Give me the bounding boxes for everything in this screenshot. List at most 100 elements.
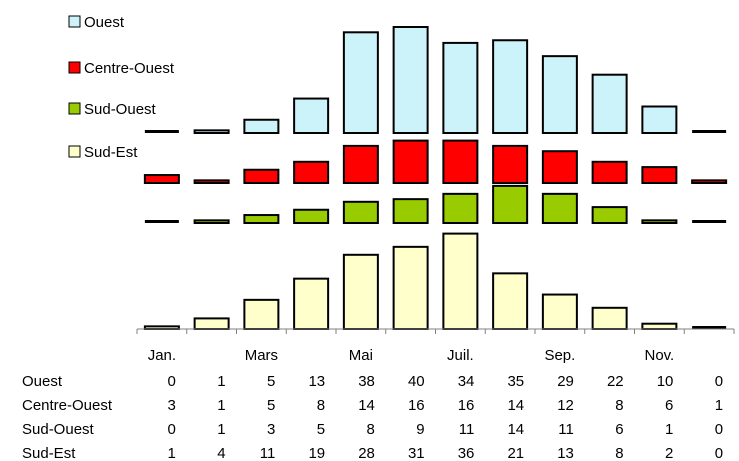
table-cell: 11	[459, 421, 475, 438]
bar-sud-ouest-12	[692, 220, 727, 223]
legend-swatch-centre-ouest	[68, 61, 81, 74]
table-cell: 0	[715, 421, 723, 438]
table-cell: 35	[507, 373, 524, 390]
bar-centre-ouest-11	[641, 166, 678, 185]
table-cell: 40	[408, 373, 425, 390]
table-cell: 6	[665, 397, 673, 414]
bar-ouest-1	[144, 130, 179, 133]
table-cell: 9	[416, 421, 424, 438]
table-cell: 31	[408, 445, 425, 461]
table-cell: 36	[458, 445, 475, 461]
table-cell: 14	[507, 397, 524, 414]
table-cell: 29	[557, 373, 574, 390]
table-cell: 34	[458, 373, 475, 390]
bar-sud-est-5	[342, 253, 379, 330]
table-row-label-sud-est: Sud-Est	[22, 445, 76, 461]
bar-centre-ouest-2	[193, 179, 230, 185]
bar-sud-est-8	[492, 272, 529, 331]
bar-ouest-9	[541, 55, 578, 134]
x-tick-labels: Jan. Mars Mai Juil. Sep. Nov.	[148, 347, 675, 364]
legend-label-sud-ouest: Sud-Ouest	[84, 101, 157, 118]
table-cell: 5	[267, 373, 275, 390]
table-cell: 16	[408, 397, 425, 414]
bar-ouest-5	[342, 31, 379, 134]
bar-centre-ouest-7	[442, 139, 479, 185]
table-cell: 5	[317, 421, 325, 438]
table-cell: 13	[308, 373, 325, 390]
bar-sud-est-6	[392, 245, 429, 331]
bar-sud-ouest-7	[442, 192, 479, 225]
bar-ouest-2	[193, 129, 230, 135]
table-row-label-sud-ouest: Sud-Ouest	[22, 421, 95, 438]
table-cell: 3	[168, 397, 176, 414]
bar-centre-ouest-8	[492, 144, 529, 184]
bar-sud-ouest-8	[492, 184, 529, 224]
table-cell: 6	[615, 421, 623, 438]
legend-label-sud-est: Sud-Est	[84, 144, 138, 161]
bar-ouest-8	[492, 39, 529, 134]
table-cell: 1	[217, 397, 225, 414]
bar-sud-ouest-9	[541, 192, 578, 225]
table-cell: 5	[267, 397, 275, 414]
table-cell: 3	[267, 421, 275, 438]
table-cell: 13	[557, 445, 574, 461]
bar-sud-est-7	[442, 232, 479, 331]
table-cell: 10	[657, 373, 674, 390]
table-cell: 8	[367, 421, 375, 438]
bar-ouest-10	[591, 73, 628, 134]
legend-swatch-sud-est	[68, 145, 81, 158]
x-tick-label: Mars	[245, 347, 278, 364]
bar-centre-ouest-1	[143, 174, 180, 185]
table-cell: 21	[507, 445, 524, 461]
bar-ouest-6	[392, 26, 429, 134]
bar-sud-est-11	[641, 322, 678, 331]
table-cell: 12	[557, 397, 574, 414]
bar-sud-est-3	[243, 298, 280, 331]
table-cell: 1	[715, 397, 723, 414]
bar-ouest-4	[293, 97, 330, 135]
table-cell: 4	[217, 445, 225, 461]
legend-swatch-ouest	[68, 15, 81, 28]
bars-ouest	[144, 26, 727, 135]
table-row-label-ouest: Ouest	[22, 373, 63, 390]
bar-sud-est-4	[293, 277, 330, 330]
table-row-label-centre-ouest: Centre-Ouest	[22, 397, 113, 414]
bar-centre-ouest-3	[243, 168, 280, 184]
table-cell: 1	[665, 421, 673, 438]
table-cell: 1	[217, 421, 225, 438]
bar-sud-ouest-2	[193, 219, 230, 225]
x-tick-label: Mai	[349, 347, 373, 364]
table-cell: 19	[308, 445, 325, 461]
table-cell: 28	[358, 445, 375, 461]
table-cell: 16	[458, 397, 475, 414]
x-tick-label: Jan.	[148, 347, 176, 364]
bar-centre-ouest-12	[691, 179, 728, 185]
table-cell: 0	[715, 373, 723, 390]
table-cell: 8	[615, 445, 623, 461]
bar-sud-ouest-3	[243, 214, 280, 225]
bar-sud-est-9	[541, 293, 578, 330]
table-cell: 14	[358, 397, 375, 414]
table-cell: 11	[260, 445, 276, 461]
bar-sud-ouest-5	[342, 200, 379, 225]
bar-sud-ouest-11	[641, 219, 678, 225]
bars-centre-ouest	[143, 139, 728, 185]
bar-sud-est-10	[591, 306, 628, 330]
bar-sud-ouest-4	[293, 208, 330, 224]
bars-sud-est	[143, 232, 727, 331]
table-cell: 0	[168, 373, 176, 390]
legend: Ouest Centre-Ouest Sud-Ouest Sud-Est	[68, 14, 175, 161]
bar-centre-ouest-4	[293, 160, 330, 185]
x-tick-label: Nov.	[645, 347, 675, 364]
legend-swatch-sud-ouest	[68, 102, 81, 115]
legend-label-ouest: Ouest	[84, 14, 125, 31]
x-axis	[136, 328, 735, 334]
table-cell: 14	[507, 421, 524, 438]
bar-centre-ouest-10	[591, 160, 628, 185]
table-cell: 22	[607, 373, 624, 390]
bar-ouest-11	[641, 105, 678, 134]
table-cell: 0	[715, 445, 723, 461]
table-cell: 8	[317, 397, 325, 414]
